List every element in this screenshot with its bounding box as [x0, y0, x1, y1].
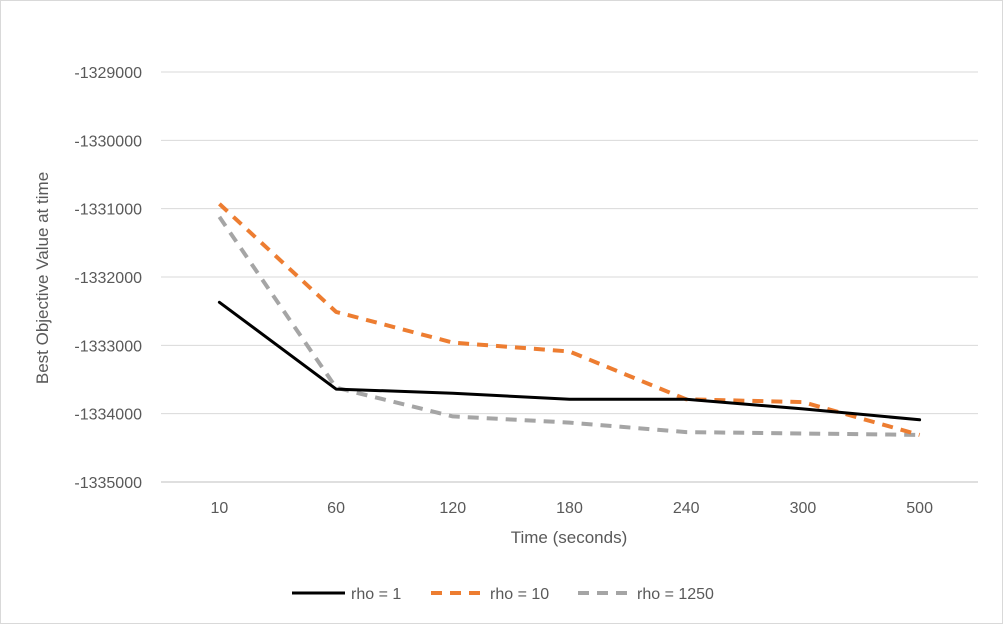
y-tick-label: -1334000 — [74, 407, 142, 424]
series-line-rho-10 — [218, 202, 921, 437]
y-tick-label: -1335000 — [74, 475, 142, 492]
y-tick-label: -1330000 — [74, 133, 142, 150]
legend: rho = 1 rho = 10 rho = 1250 — [292, 586, 714, 603]
x-tick-label: 60 — [327, 500, 345, 517]
series-line-rho-1 — [217, 300, 922, 422]
legend-label: rho = 1250 — [637, 586, 714, 603]
x-tick-label: 300 — [790, 500, 817, 517]
x-tick-labels: 10 60 120 180 240 300 500 — [210, 500, 933, 517]
y-tick-label: -1329000 — [74, 65, 142, 82]
series-line-rho-1250 — [217, 215, 920, 437]
x-tick-label: 10 — [210, 500, 228, 517]
gridlines — [161, 71, 978, 483]
x-tick-label: 500 — [906, 500, 933, 517]
y-tick-labels: -1335000 -1334000 -1333000 -1332000 -1331000… — [74, 65, 142, 492]
y-tick-label: -1332000 — [74, 270, 142, 287]
series-lines — [217, 202, 922, 437]
y-tick-label: -1333000 — [74, 338, 142, 355]
x-axis-label: Time (seconds) — [511, 528, 628, 547]
x-tick-label: 180 — [556, 500, 583, 517]
legend-label: rho = 10 — [490, 586, 549, 603]
x-tick-label: 120 — [439, 500, 466, 517]
y-axis-label: Best Objective Value at time — [33, 172, 52, 384]
x-tick-label: 240 — [673, 500, 700, 517]
y-tick-label: -1331000 — [74, 202, 142, 219]
legend-label: rho = 1 — [351, 586, 401, 603]
